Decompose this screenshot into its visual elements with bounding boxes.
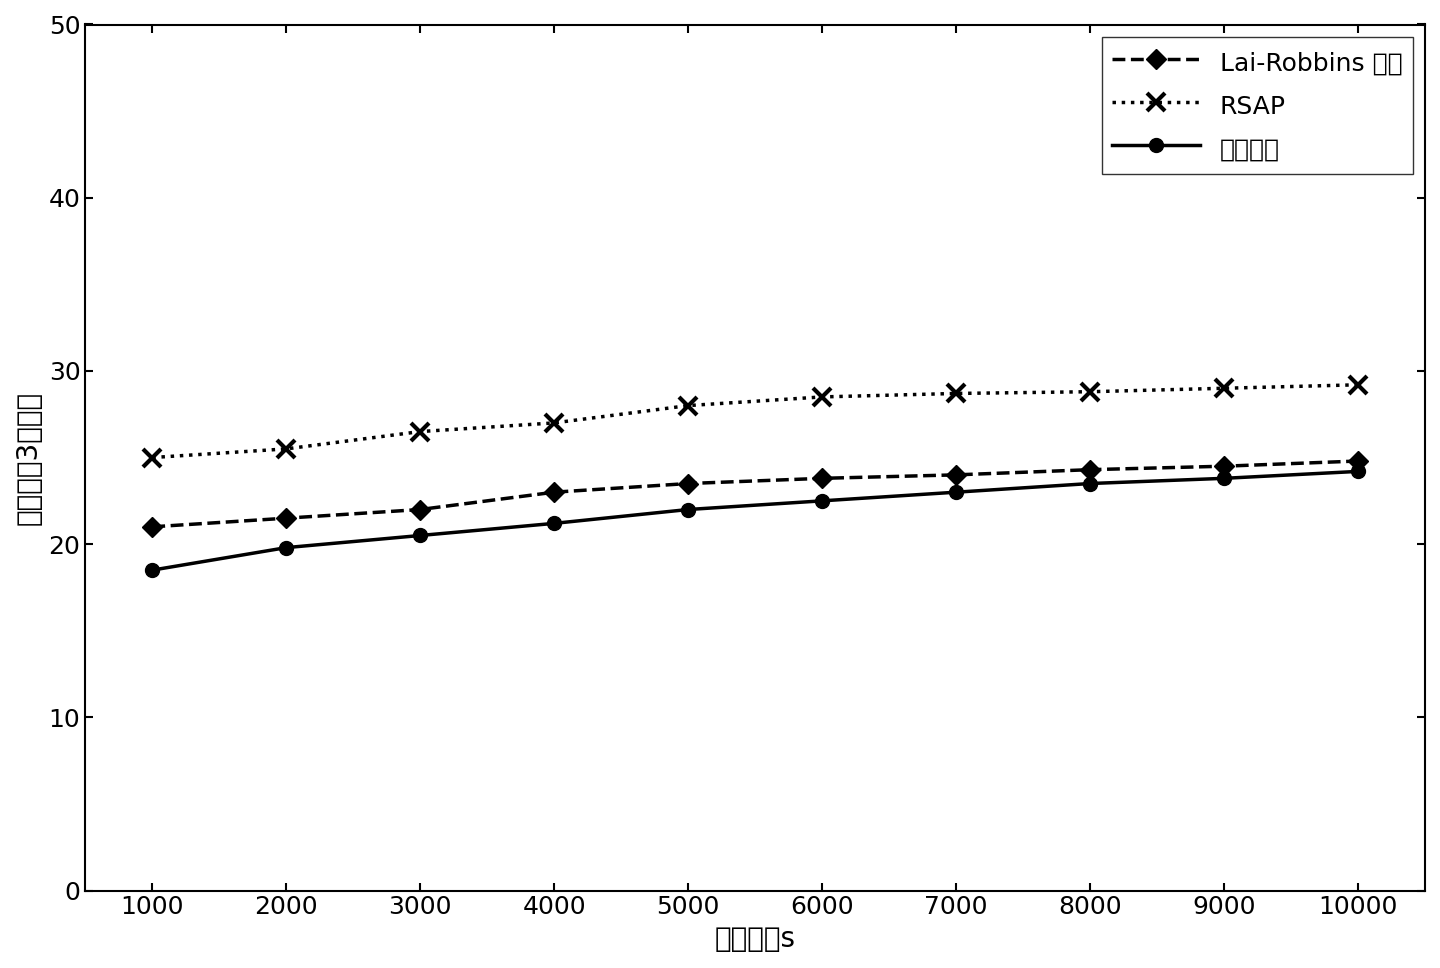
理论下限 bbox=[1081, 478, 1099, 490]
Legend: Lai-Robbins 策略, RSAP, 理论下限: Lai-Robbins 策略, RSAP, 理论下限 bbox=[1103, 37, 1413, 173]
理论下限 bbox=[546, 518, 563, 529]
RSAP bbox=[144, 452, 161, 464]
Lai-Robbins 策略 bbox=[1349, 455, 1367, 467]
RSAP bbox=[1081, 386, 1099, 398]
RSAP bbox=[546, 417, 563, 429]
理论下限 bbox=[412, 529, 429, 541]
RSAP bbox=[1215, 382, 1233, 394]
Lai-Robbins 策略 bbox=[680, 478, 697, 490]
Lai-Robbins 策略 bbox=[1081, 464, 1099, 475]
理论下限 bbox=[144, 564, 161, 576]
Lai-Robbins 策略 bbox=[546, 486, 563, 498]
理论下限 bbox=[278, 542, 295, 554]
理论下限 bbox=[680, 503, 697, 515]
Lai-Robbins 策略 bbox=[278, 512, 295, 524]
X-axis label: 虚拟时间s: 虚拟时间s bbox=[714, 925, 796, 953]
RSAP bbox=[814, 391, 831, 403]
RSAP bbox=[948, 387, 965, 399]
RSAP bbox=[680, 400, 697, 411]
Y-axis label: 接入信道3的次数: 接入信道3的次数 bbox=[14, 390, 43, 525]
RSAP bbox=[1349, 379, 1367, 391]
理论下限 bbox=[1215, 472, 1233, 484]
Lai-Robbins 策略 bbox=[144, 521, 161, 532]
Lai-Robbins 策略 bbox=[948, 469, 965, 481]
Lai-Robbins 策略 bbox=[412, 503, 429, 515]
理论下限 bbox=[1349, 466, 1367, 477]
Line: Lai-Robbins 策略: Lai-Robbins 策略 bbox=[145, 454, 1365, 533]
RSAP bbox=[278, 443, 295, 455]
理论下限 bbox=[814, 495, 831, 506]
Lai-Robbins 策略 bbox=[1215, 461, 1233, 472]
Line: 理论下限: 理论下限 bbox=[145, 465, 1365, 577]
理论下限 bbox=[948, 486, 965, 498]
Lai-Robbins 策略 bbox=[814, 472, 831, 484]
RSAP bbox=[412, 426, 429, 438]
Line: RSAP: RSAP bbox=[143, 376, 1367, 467]
